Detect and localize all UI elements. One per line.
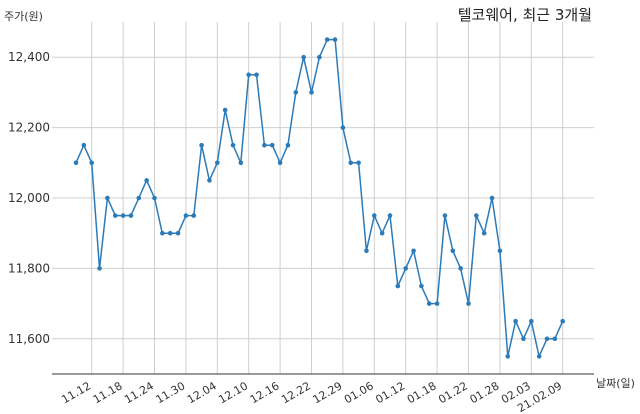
data-point bbox=[215, 160, 220, 166]
y-tick-layer: 11,600 11,800 12,000 12,200 12,400 bbox=[8, 50, 50, 346]
data-point bbox=[450, 248, 456, 254]
data-point bbox=[395, 283, 401, 289]
x-tick-label: 01.28 bbox=[468, 379, 502, 406]
data-point bbox=[317, 54, 322, 60]
data-point bbox=[97, 266, 102, 271]
x-tick-label: 11.24 bbox=[122, 379, 156, 406]
data-point bbox=[128, 213, 134, 218]
data-point bbox=[364, 248, 369, 254]
data-point bbox=[434, 301, 440, 306]
x-tick-label: 01.06 bbox=[342, 379, 376, 406]
data-point bbox=[230, 142, 236, 148]
data-point bbox=[207, 178, 212, 183]
data-point bbox=[112, 213, 118, 218]
data-point bbox=[552, 336, 558, 342]
data-point bbox=[222, 107, 228, 113]
data-point bbox=[293, 90, 299, 95]
y-tick-label: 12,400 bbox=[8, 50, 50, 64]
data-point bbox=[269, 142, 275, 148]
data-point bbox=[458, 266, 463, 271]
data-point bbox=[152, 195, 157, 201]
data-point bbox=[505, 354, 511, 359]
data-point bbox=[160, 230, 165, 236]
data-point bbox=[356, 160, 361, 166]
chart-title: 텔코웨어, 최근 3개월 bbox=[457, 6, 592, 24]
data-point bbox=[442, 213, 448, 218]
data-point bbox=[89, 160, 94, 166]
data-point bbox=[324, 37, 330, 42]
data-point bbox=[332, 37, 338, 42]
data-point bbox=[529, 318, 534, 324]
y-tick-label: 11,800 bbox=[8, 261, 50, 275]
data-point bbox=[513, 318, 518, 324]
data-point bbox=[120, 213, 126, 218]
data-point bbox=[285, 142, 291, 148]
data-point bbox=[536, 354, 542, 359]
series-layer bbox=[73, 37, 565, 359]
data-point bbox=[481, 230, 487, 236]
y-tick-label: 12,000 bbox=[8, 191, 50, 205]
data-point bbox=[254, 72, 259, 78]
data-point bbox=[199, 142, 204, 148]
data-point bbox=[372, 213, 377, 218]
data-point bbox=[411, 248, 416, 254]
x-tick-label: 01.12 bbox=[373, 379, 407, 406]
x-tick-label: 11.30 bbox=[154, 379, 188, 406]
data-point bbox=[497, 248, 503, 254]
data-point bbox=[419, 283, 424, 289]
grid-layer bbox=[52, 22, 594, 374]
data-point bbox=[521, 336, 526, 342]
y-axis-label: 주가(원) bbox=[4, 10, 43, 23]
data-point bbox=[277, 160, 283, 166]
x-tick-label: 12.16 bbox=[248, 379, 282, 406]
x-axis-label: 날짜(일) bbox=[596, 377, 635, 390]
data-point bbox=[73, 160, 79, 166]
data-point bbox=[191, 213, 197, 218]
x-tick-label: 12.04 bbox=[185, 379, 219, 406]
data-point bbox=[136, 195, 142, 201]
data-point bbox=[474, 213, 479, 218]
data-point bbox=[489, 195, 495, 201]
data-point bbox=[340, 125, 346, 130]
data-point bbox=[144, 178, 149, 183]
x-tick-layer: 11.1211.1811.2411.3012.0412.1012.1612.22… bbox=[59, 379, 564, 414]
y-tick-label: 11,600 bbox=[8, 332, 50, 346]
data-point bbox=[238, 160, 244, 166]
x-tick-label: 01.22 bbox=[436, 379, 470, 406]
data-point bbox=[426, 301, 432, 306]
data-point bbox=[309, 90, 314, 95]
data-point bbox=[348, 160, 354, 166]
y-tick-label: 12,200 bbox=[8, 121, 50, 135]
x-tick-label: 11.12 bbox=[59, 379, 93, 406]
data-point bbox=[379, 230, 385, 236]
data-point bbox=[81, 142, 87, 148]
x-tick-label: 12.29 bbox=[311, 379, 345, 406]
x-tick-label: 01.18 bbox=[405, 379, 439, 406]
data-point bbox=[387, 213, 393, 218]
data-point bbox=[560, 318, 565, 324]
data-point bbox=[403, 266, 409, 271]
data-point bbox=[466, 301, 471, 306]
x-tick-label: 12.22 bbox=[279, 379, 313, 406]
x-tick-label: 12.10 bbox=[216, 379, 250, 406]
data-point bbox=[544, 336, 550, 342]
data-point bbox=[175, 230, 181, 236]
data-point bbox=[105, 195, 110, 201]
data-point bbox=[262, 142, 267, 148]
data-point bbox=[167, 230, 173, 236]
data-point bbox=[246, 72, 251, 78]
x-tick-label: 11.18 bbox=[91, 379, 125, 406]
data-point bbox=[183, 213, 189, 218]
data-point bbox=[301, 54, 306, 60]
